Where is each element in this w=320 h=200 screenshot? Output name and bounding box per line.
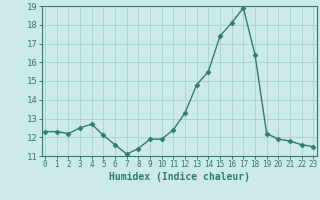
X-axis label: Humidex (Indice chaleur): Humidex (Indice chaleur) <box>109 172 250 182</box>
